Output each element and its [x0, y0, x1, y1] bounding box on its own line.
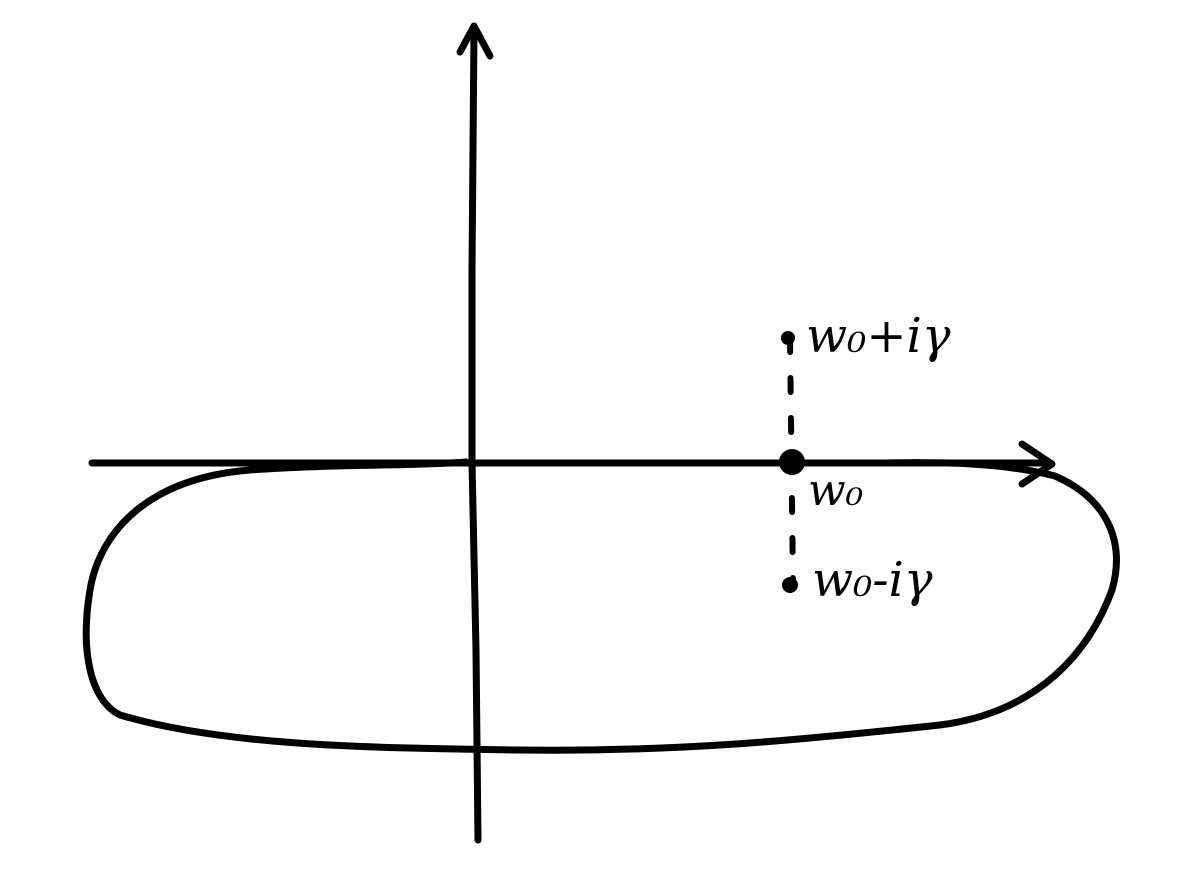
- integration-contour: [82, 458, 1120, 754]
- imaginary-axis-line: [468, 24, 482, 844]
- center-dot: [779, 449, 805, 475]
- lower-pole-dot: [782, 577, 798, 593]
- lower-pole-label: w₀-iγ: [812, 552, 933, 608]
- upper-pole-dot: [781, 331, 795, 345]
- imaginary-axis: [456, 22, 494, 844]
- center-label: w₀: [808, 465, 864, 516]
- upper-pole-label: w₀+iγ: [806, 308, 951, 364]
- real-axis-arrowhead: [1018, 440, 1056, 488]
- imaginary-axis-arrowhead: [456, 22, 494, 60]
